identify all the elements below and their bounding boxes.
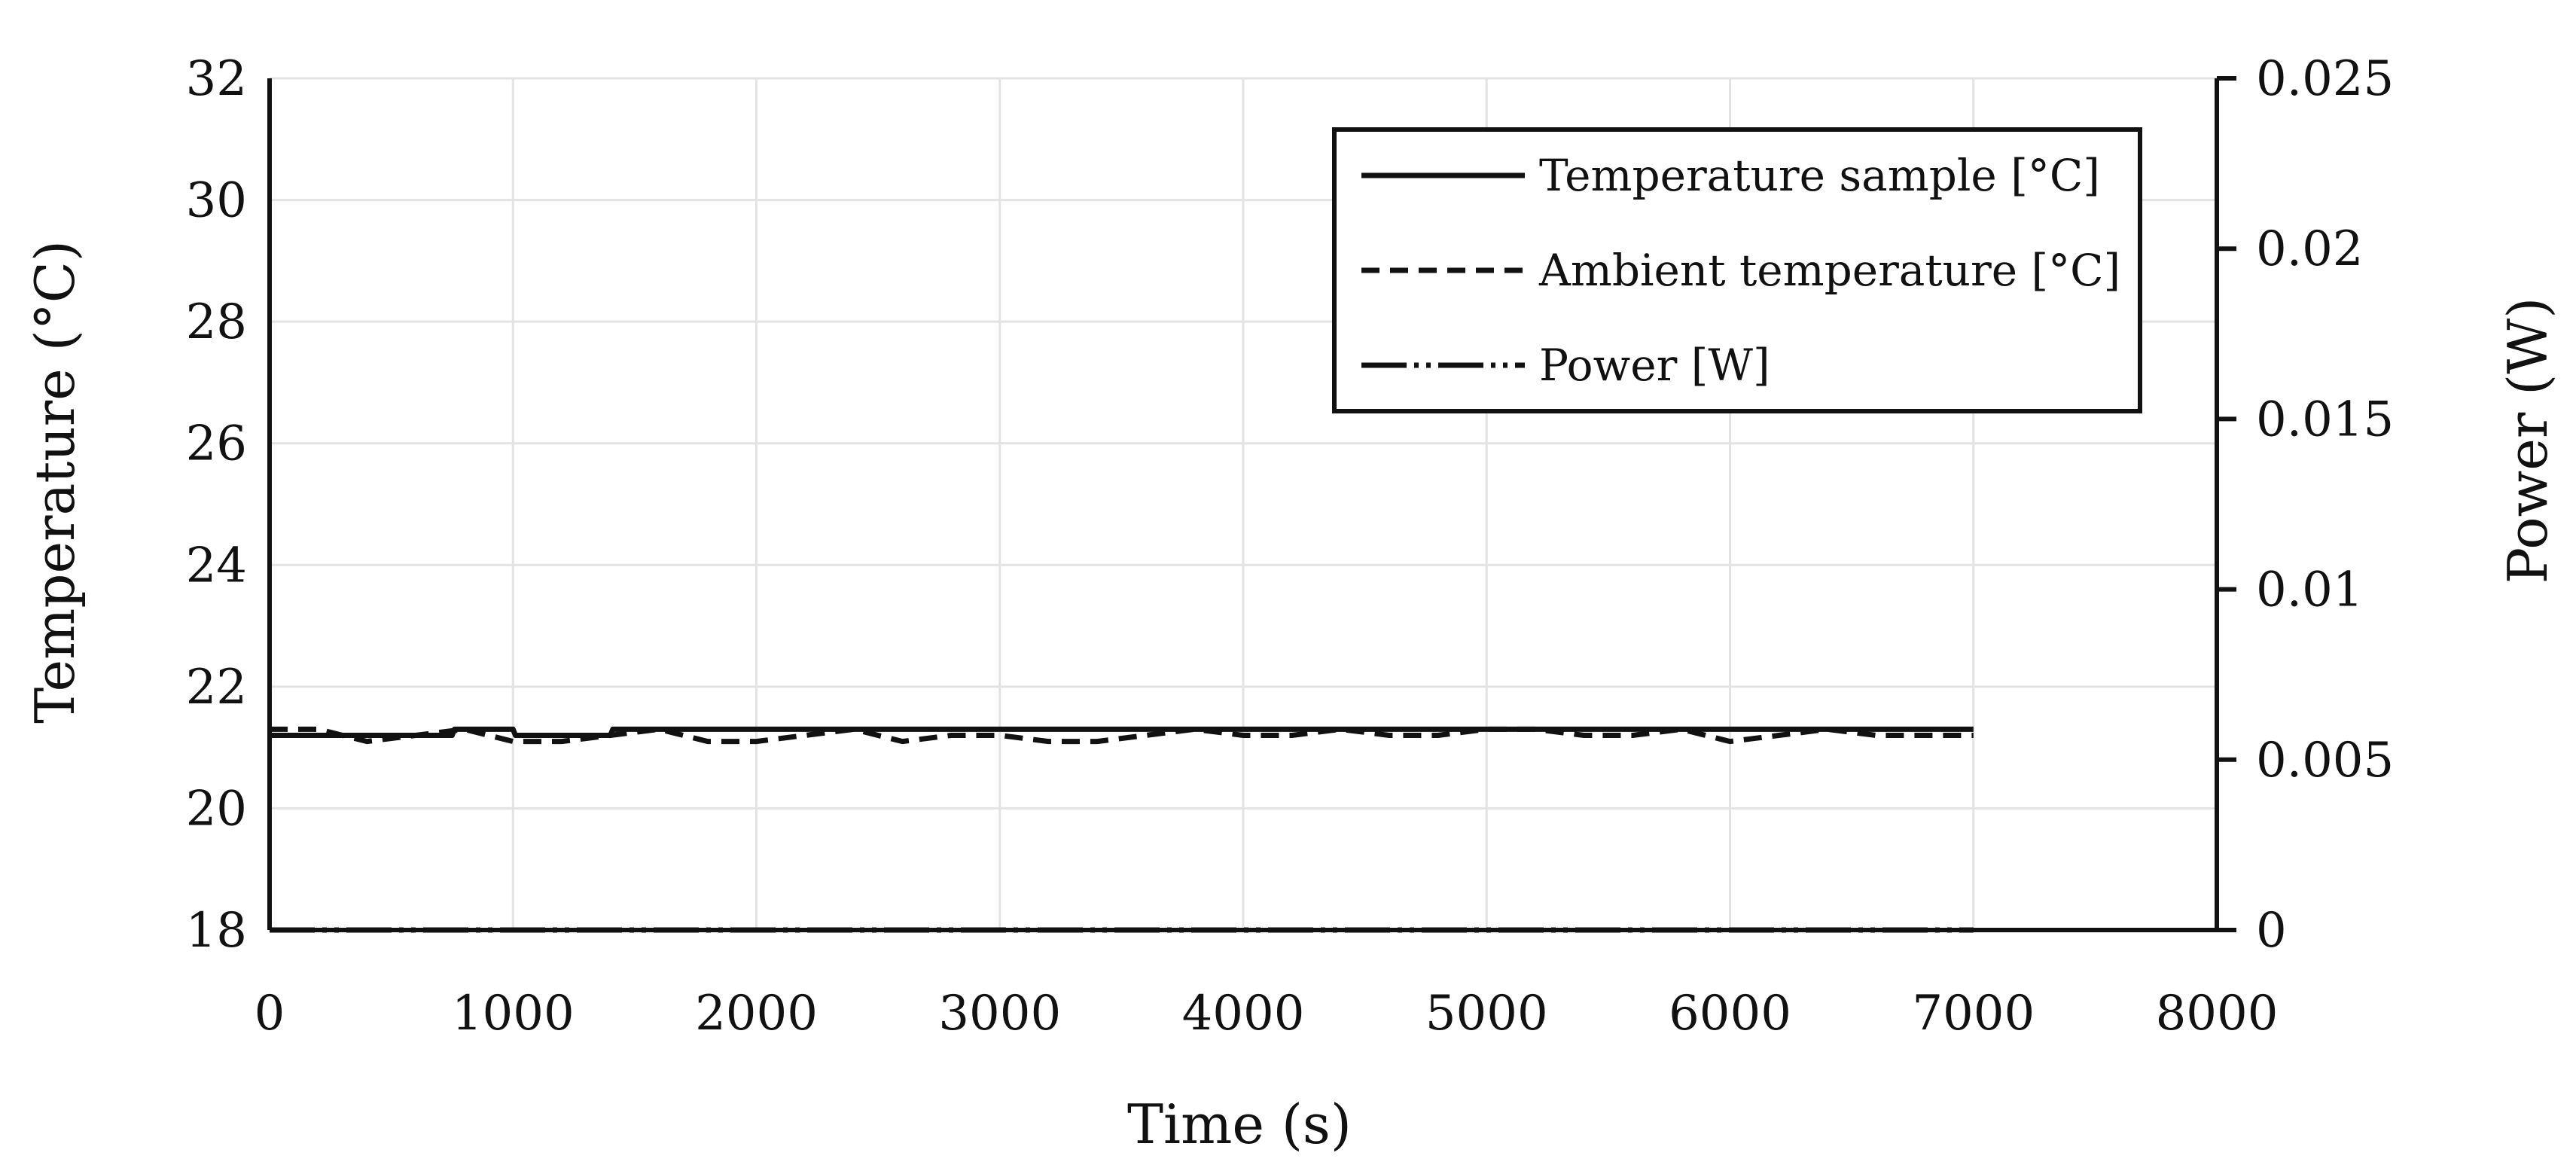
series-line-temperature-sample [270,726,1974,738]
y-right-tick-label: 0.02 [2256,221,2364,277]
x-tick-label: 1000 [452,986,575,1041]
y-left-tick-label: 18 [186,903,247,959]
legend-label-ambient-temperature: Ambient temperature [°C] [1538,245,2120,296]
legend-label-power: Power [W] [1539,340,1770,391]
legend-label-temperature-sample: Temperature sample [°C] [1539,150,2100,201]
y-right-tick-label: 0.005 [2256,733,2394,788]
x-tick-label: 4000 [1182,986,1305,1041]
y-left-tick-label: 20 [186,781,247,837]
y-left-tick-label: 24 [186,538,247,593]
y-left-tick-label: 28 [186,294,247,350]
y-left-tick-label: 22 [186,660,247,715]
y-left-tick-label: 30 [186,173,247,229]
x-tick-label: 0 [255,986,285,1041]
x-tick-label: 5000 [1425,986,1548,1041]
x-tick-label: 2000 [695,986,818,1041]
x-tick-label: 3000 [938,986,1061,1041]
y-right-tick-label: 0 [2256,903,2287,959]
y-right-tick-label: 0.025 [2256,51,2394,107]
axes [267,76,2236,932]
y-left-tick-label: 26 [186,416,247,472]
y-right-axis-title: Power (W) [2496,297,2559,584]
series-line-ambient-temperature [270,726,1974,745]
y-left-tick-label: 32 [186,51,247,107]
y-right-tick-label: 0.015 [2256,392,2394,447]
y-right-tick-label: 0.01 [2256,563,2364,618]
tick-labels: 0 1000 2000 3000 4000 5000 6000 7000 8000 18 20 22 2… [186,51,2395,1041]
y-left-axis-title: Temperature (°C) [23,240,87,724]
x-tick-label: 8000 [2156,986,2279,1041]
series-group [270,726,1974,933]
legend: Temperature sample [°C] Ambient temperat… [1332,127,2142,413]
x-axis-title: Time (s) [1127,1093,1352,1156]
x-tick-label: 6000 [1669,986,1791,1041]
x-tick-label: 7000 [1912,986,2035,1041]
